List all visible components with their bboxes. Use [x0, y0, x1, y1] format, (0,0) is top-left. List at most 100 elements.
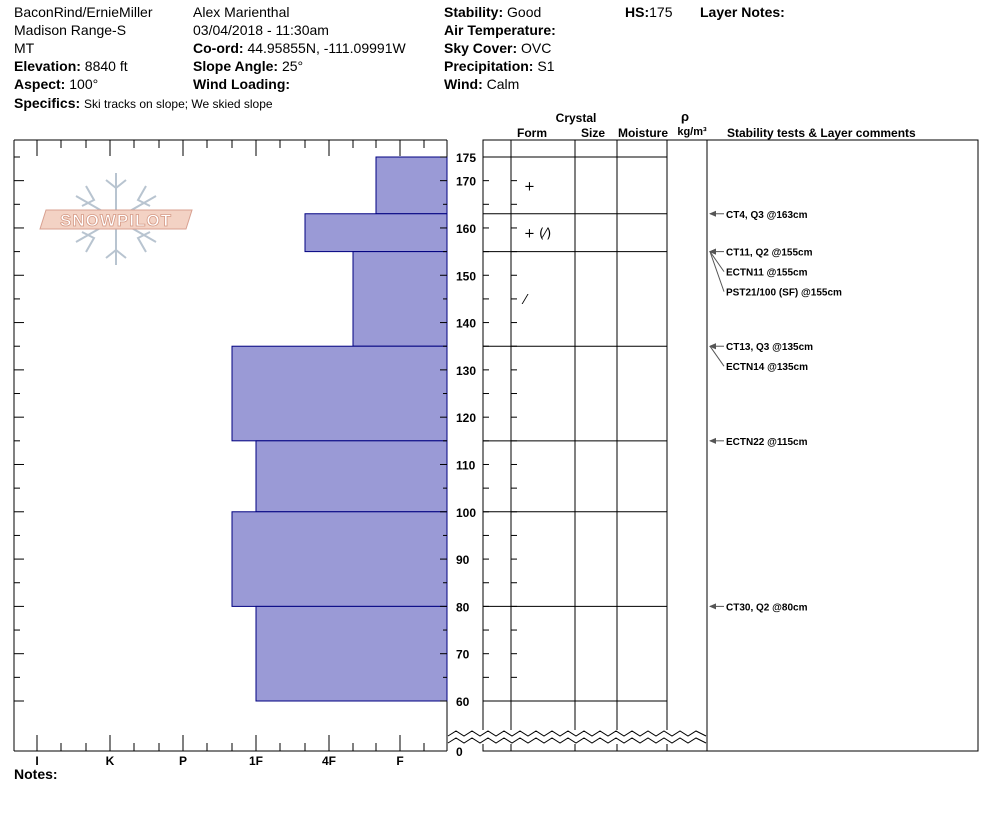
aspect: Aspect: 100° [14, 75, 98, 93]
hardness-tick-label: P [179, 754, 187, 768]
axis-break-zigzag-bottom [447, 737, 707, 744]
axis-break: 0 [447, 730, 707, 759]
sky-label: Sky Cover: [444, 40, 518, 56]
hardness-tick-label: K [106, 754, 115, 768]
grain-form-symbol: + [524, 179, 535, 194]
coordinates: Co-ord: 44.95855N, -111.09991W [193, 39, 406, 57]
test-leader-arrow [709, 343, 716, 350]
wind: Wind: Calm [444, 75, 519, 93]
depth-tick-label: 90 [456, 553, 470, 567]
hs-label: HS: [625, 4, 650, 20]
sky-cover: Sky Cover: OVC [444, 39, 551, 57]
hardness-tick-label: F [396, 754, 403, 768]
moisture-header: Moisture [618, 126, 668, 140]
snowpilot-logo: SNOWPILOT [39, 173, 193, 265]
grain-table-frame [482, 139, 979, 752]
stability-test-label: CT4, Q3 @163cm [726, 210, 808, 221]
hardness-layer-bar [255, 440, 448, 513]
notes: Notes: [14, 765, 58, 783]
depth-tick-label: 160 [456, 222, 476, 236]
hardness-ticks: I K P 1F 4F F [14, 140, 425, 768]
stability-label: Stability: [444, 4, 504, 20]
hardness-tick-label: 4F [322, 754, 336, 768]
elevation: Elevation: 8840 ft [14, 57, 128, 75]
test-leader-arrow [709, 437, 716, 444]
state: MT [14, 40, 35, 56]
hs: HS:175 [625, 3, 672, 21]
datetime: 03/04/2018 - 11:30am [193, 22, 329, 38]
precipitation: Precipitation: S1 [444, 57, 554, 75]
stability-test-label: CT13, Q3 @135cm [726, 342, 813, 353]
air-temperature: Air Temperature: [444, 21, 556, 39]
hardness-tick-label: 1F [249, 754, 263, 768]
stability-test-labels: CT4, Q3 @163cm CT11, Q2 @155cm ECTN11 @155… [709, 210, 842, 613]
stability-tests-header: Stability tests & Layer comments [727, 126, 916, 140]
stability-test-label: PST21/100 (SF) @155cm [726, 288, 842, 299]
observer: Alex Marienthal [193, 4, 290, 20]
hardness-layer-bar [352, 251, 448, 347]
coord-value: 44.95855N, -111.09991W [247, 40, 406, 56]
depth-tick-label: 170 [456, 175, 476, 189]
test-leader-line [709, 251, 725, 292]
specifics: Specifics: Ski tracks on slope; We skied… [14, 94, 273, 113]
depth-tick-label: 80 [456, 600, 470, 614]
hardness-layer-bar [255, 605, 448, 702]
slope-value: 25° [281, 58, 304, 74]
specifics-value: Ski tracks on slope; We skied slope [84, 97, 273, 111]
depth-tick-label: 60 [456, 695, 470, 709]
range: Madison Range-S [14, 22, 127, 38]
coord-label: Co-ord: [193, 40, 244, 56]
depth-tick-label: 140 [456, 317, 476, 331]
density-rho-header: ρ [681, 109, 689, 124]
crystal-header: Crystal [556, 111, 597, 125]
air-temp-label: Air Temperature: [444, 22, 556, 38]
logo-text: SNOWPILOT [60, 211, 172, 230]
size-header: Size [581, 126, 605, 140]
wind-label: Wind: [444, 76, 483, 92]
grain-form-symbol: + (⁄) [524, 227, 551, 242]
hardness-tick-label: I [35, 754, 38, 768]
density-unit-header: kg/m³ [677, 126, 707, 138]
test-leader-arrow [709, 603, 716, 610]
wind-loading-label: Wind Loading: [193, 76, 291, 92]
precip-label: Precipitation: [444, 58, 534, 74]
location: BaconRind/ErnieMiller [14, 4, 153, 20]
grain-form-symbol: ⁄ [521, 293, 529, 308]
test-leader-line [709, 345, 725, 367]
wind-value: Calm [486, 76, 520, 92]
stability-test-label: ECTN14 @135cm [726, 362, 808, 373]
precip-value: S1 [537, 58, 555, 74]
wind-loading: Wind Loading: [193, 75, 290, 93]
axis-break-zigzag-top [447, 730, 707, 737]
test-leader-line [709, 251, 725, 272]
layer-notes: Layer Notes: [700, 3, 785, 21]
elevation-label: Elevation: [14, 58, 81, 74]
grain-symbols: + + (⁄) ⁄ [521, 179, 551, 308]
specifics-label: Specifics: [14, 95, 81, 111]
slope-angle: Slope Angle: 25° [193, 57, 303, 75]
depth-tick-label: 70 [456, 648, 470, 662]
hardness-layer-bar [304, 213, 448, 253]
hardness-layers [231, 156, 448, 702]
depth-tick-label: 100 [456, 506, 476, 520]
hs-value: 175 [649, 4, 673, 20]
depth-tick-label: 175 [456, 151, 476, 165]
test-leader-arrow [709, 248, 716, 255]
stability-test-label: CT11, Q2 @155cm [726, 248, 813, 259]
slope-label: Slope Angle: [193, 58, 279, 74]
form-header: Form [517, 126, 547, 140]
stability-test-label: CT30, Q2 @80cm [726, 602, 808, 613]
depth-tick-label: 110 [456, 458, 476, 472]
logo-banner [39, 209, 193, 230]
depth-tick-label: 130 [456, 364, 476, 378]
layer-notes-label: Layer Notes: [700, 4, 785, 20]
aspect-label: Aspect: [14, 76, 66, 92]
depth-tick-label: 150 [456, 269, 476, 283]
snowflake-icon [75, 173, 157, 265]
form-column-ticks [483, 156, 517, 702]
hardness-layer-bar [375, 156, 448, 215]
stability-test-label: ECTN22 @115cm [726, 437, 808, 448]
depth-zero-label: 0 [456, 745, 463, 759]
test-leader-arrow [709, 210, 716, 217]
